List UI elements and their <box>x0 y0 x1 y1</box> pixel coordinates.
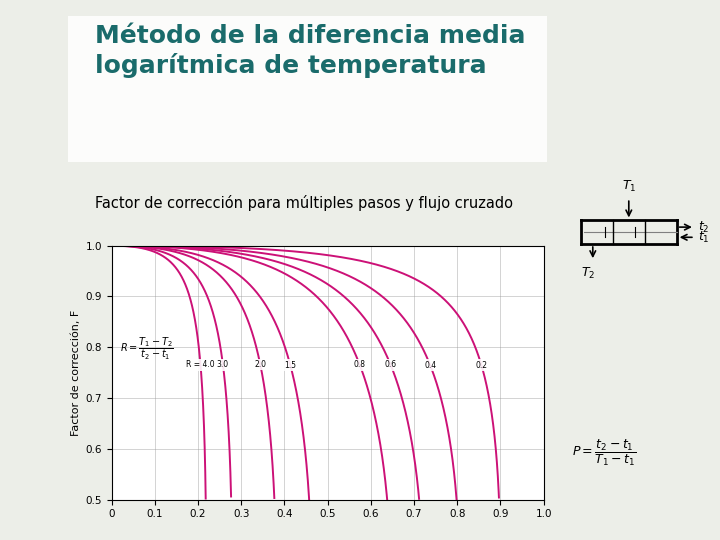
Text: R = 4.0: R = 4.0 <box>186 361 215 369</box>
Text: $R = \dfrac{T_1 - T_2}{t_2 - t_1}$: $R = \dfrac{T_1 - T_2}{t_2 - t_1}$ <box>120 335 174 362</box>
Text: 1.5: 1.5 <box>284 361 297 369</box>
Text: Método de la diferencia media
logarítmica de temperatura: Método de la diferencia media logarítmic… <box>94 24 525 78</box>
Bar <box>68 16 547 162</box>
Text: $T_2$: $T_2$ <box>581 266 595 281</box>
Text: 0.2: 0.2 <box>475 361 487 369</box>
Text: $t_2$: $t_2$ <box>698 220 710 235</box>
Text: Factor de corrección para múltiples pasos y flujo cruzado: Factor de corrección para múltiples paso… <box>94 195 513 212</box>
Y-axis label: Factor de corrección, F: Factor de corrección, F <box>71 309 81 436</box>
Text: 3.0: 3.0 <box>217 360 229 369</box>
Text: 2.0: 2.0 <box>254 360 266 369</box>
Text: $P = \dfrac{t_2 - t_1}{T_1 - t_1}$: $P = \dfrac{t_2 - t_1}{T_1 - t_1}$ <box>572 437 637 468</box>
Text: $t_1$: $t_1$ <box>698 230 710 245</box>
Text: 0.4: 0.4 <box>424 361 436 369</box>
Text: 0.6: 0.6 <box>384 360 397 369</box>
Text: 0.8: 0.8 <box>354 360 366 369</box>
Text: $T_1$: $T_1$ <box>621 179 636 194</box>
